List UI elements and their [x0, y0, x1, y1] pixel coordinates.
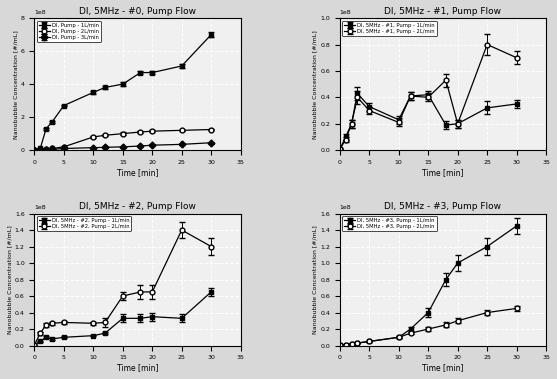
- Legend: DI, 5MHz - #1, Pump - 1L/min, DI, 5MHz - #1, Pump - 2L/min: DI, 5MHz - #1, Pump - 1L/min, DI, 5MHz -…: [343, 21, 437, 36]
- Title: DI, 5MHz - #1, Pump Flow: DI, 5MHz - #1, Pump Flow: [384, 7, 501, 16]
- X-axis label: Time [min]: Time [min]: [117, 363, 158, 372]
- Y-axis label: Nanobubble Concentration [#/mL]: Nanobubble Concentration [#/mL]: [7, 225, 12, 334]
- Legend: DI, 5MHz - #3, Pump - 1L/min, DI, 5MHz - #3, Pump - 2L/min: DI, 5MHz - #3, Pump - 1L/min, DI, 5MHz -…: [343, 216, 437, 232]
- X-axis label: Time [min]: Time [min]: [422, 168, 463, 177]
- Legend: DI, 5MHz - #2, Pump - 1L/min, DI, 5MHz - #2, Pump - 2L/min: DI, 5MHz - #2, Pump - 1L/min, DI, 5MHz -…: [37, 216, 131, 232]
- Y-axis label: Nanobubble Concentration [#/mL]: Nanobubble Concentration [#/mL]: [13, 30, 18, 138]
- Title: DI, 5MHz - #3, Pump Flow: DI, 5MHz - #3, Pump Flow: [384, 202, 501, 211]
- Legend: DI, Pump - 1L/min, DI, Pump - 2L/min, DI, Pump - 3L/min: DI, Pump - 1L/min, DI, Pump - 2L/min, DI…: [37, 21, 101, 42]
- X-axis label: Time [min]: Time [min]: [422, 363, 463, 372]
- Title: DI, 5MHz - #2, Pump Flow: DI, 5MHz - #2, Pump Flow: [79, 202, 196, 211]
- X-axis label: Time [min]: Time [min]: [117, 168, 158, 177]
- Title: DI, 5MHz - #0, Pump Flow: DI, 5MHz - #0, Pump Flow: [79, 7, 196, 16]
- Y-axis label: Nanobubble Concentration [#/mL]: Nanobubble Concentration [#/mL]: [312, 30, 317, 138]
- Y-axis label: Nanobubble Concentration [#/mL]: Nanobubble Concentration [#/mL]: [312, 225, 317, 334]
